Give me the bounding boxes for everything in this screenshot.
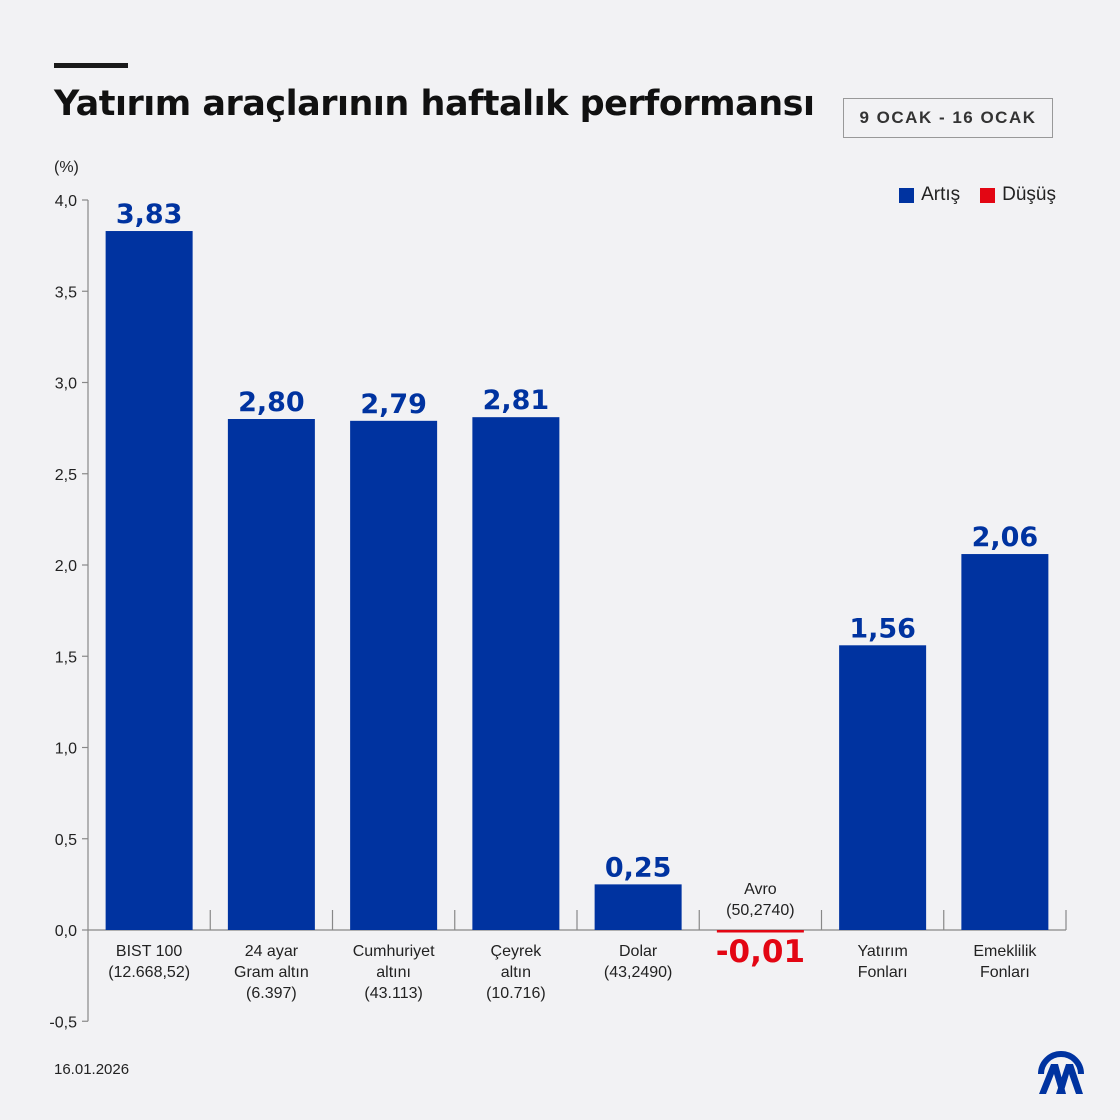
category-label: BIST 100 (116, 943, 183, 960)
category-label: (10.716) (486, 985, 546, 1002)
legend-label-increase: Artış (921, 184, 961, 205)
bar (227, 419, 315, 930)
category-label: (12.668,52) (108, 964, 190, 981)
y-tick-label: 1,5 (55, 649, 77, 666)
bar (105, 231, 193, 930)
category-label: (50,2740) (726, 902, 795, 919)
data-label: 2,81 (483, 385, 550, 416)
data-label: 2,06 (972, 522, 1039, 553)
bar (961, 554, 1049, 930)
bar (716, 930, 804, 933)
bar (594, 884, 682, 930)
data-label: 0,25 (605, 852, 672, 883)
title-accent-bar (54, 63, 128, 68)
y-tick-label: 3,0 (55, 376, 77, 393)
legend-label-decrease: Düşüş (1002, 184, 1056, 205)
category-label: Gram altın (234, 964, 309, 981)
legend-item-increase: Artış (899, 184, 960, 206)
category-label: Cumhuriyet (353, 943, 435, 960)
data-label: 2,80 (238, 387, 305, 418)
legend-swatch-decrease (980, 187, 996, 203)
category-label: Emeklilik (973, 943, 1037, 960)
category-label: 24 ayar (245, 943, 299, 960)
legend: Artış Düşüş (899, 184, 1056, 206)
y-tick-label: 4,0 (55, 193, 77, 210)
data-label: 3,83 (116, 199, 183, 230)
page-title: Yatırım araçlarının haftalık performansı (54, 84, 815, 124)
category-label: altın (501, 964, 531, 981)
category-label: Dolar (619, 943, 658, 960)
y-tick-label: 0,5 (55, 832, 77, 849)
bar (839, 645, 927, 930)
y-tick-label: 2,5 (55, 467, 77, 484)
y-tick-label: 0,0 (55, 923, 77, 940)
bar (472, 417, 560, 930)
category-label: (43,2490) (604, 964, 673, 981)
y-tick-label: 2,0 (55, 558, 77, 575)
category-label: Çeyrek (491, 943, 543, 960)
category-label: Avro (744, 881, 777, 898)
data-label: 1,56 (849, 613, 916, 644)
legend-item-decrease: Düşüş (980, 184, 1056, 206)
y-axis-unit: (%) (54, 159, 79, 176)
category-label: Fonları (858, 964, 908, 981)
category-label: (43.113) (364, 985, 422, 1002)
y-tick-label: 3,5 (55, 284, 77, 301)
aa-logo (1036, 1046, 1086, 1101)
category-label: (6.397) (246, 985, 297, 1002)
date-range-badge: 9 OCAK - 16 OCAK (843, 98, 1053, 138)
legend-swatch-increase (899, 187, 915, 203)
category-label: altını (376, 964, 411, 981)
y-tick-label: -0,5 (49, 1014, 77, 1031)
data-label: -0,01 (716, 934, 805, 970)
y-tick-label: 1,0 (55, 741, 77, 758)
category-label: Fonları (980, 964, 1030, 981)
publish-date: 16.01.2026 (54, 1061, 130, 1078)
bar (350, 420, 438, 930)
data-label: 2,79 (360, 389, 427, 420)
category-label: Yatırım (857, 943, 907, 960)
